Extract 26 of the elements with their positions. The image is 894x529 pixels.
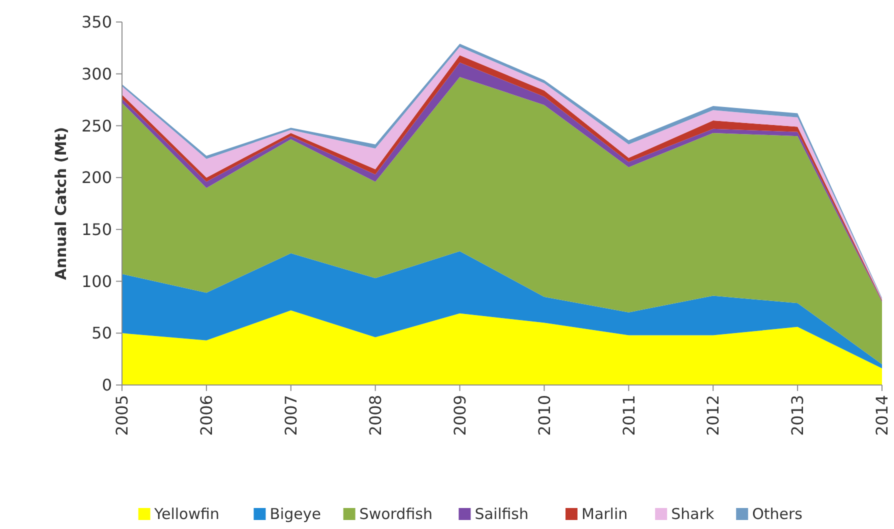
y-tick-label: 200 <box>81 168 112 188</box>
x-tick-label: 2005 <box>112 395 132 436</box>
x-tick-label: 2012 <box>704 395 723 436</box>
x-tick-label: 2007 <box>281 395 300 436</box>
legend-label: Marlin <box>582 505 628 523</box>
legend-label: Sailfish <box>474 505 529 523</box>
y-tick-label: 150 <box>81 220 112 240</box>
legend-label: Yellowfin <box>153 505 220 523</box>
y-tick-label: 50 <box>92 324 112 343</box>
x-tick-label: 2006 <box>197 395 216 436</box>
x-tick-label: 2010 <box>534 395 554 436</box>
y-tick-label: 300 <box>81 64 112 84</box>
y-tick-label: 250 <box>81 116 112 136</box>
x-tick-label: 2013 <box>788 395 808 436</box>
legend-label: Swordfish <box>359 505 432 523</box>
legend-label: Bigeye <box>270 505 322 523</box>
y-tick-label: 350 <box>81 12 112 32</box>
x-tick-label: 2011 <box>619 395 638 436</box>
x-tick-label: 2009 <box>450 395 470 436</box>
y-axis-title: Annual Catch (Mt) <box>52 126 70 280</box>
y-tick-label: 100 <box>81 272 112 291</box>
x-tick-label: 2008 <box>366 395 385 436</box>
legend-label: Shark <box>671 505 714 523</box>
y-tick-label: 0 <box>102 376 112 395</box>
x-tick-label: 2014 <box>872 395 892 436</box>
legend-label: Others <box>752 505 803 523</box>
